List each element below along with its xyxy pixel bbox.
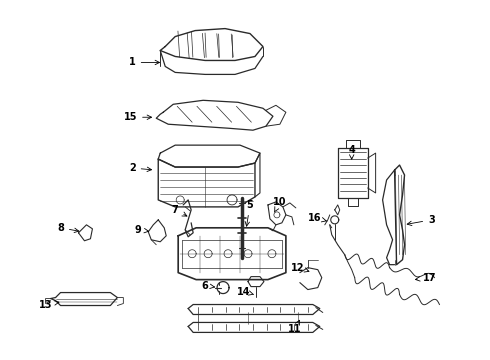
Text: 16: 16 — [308, 213, 327, 223]
Text: 5: 5 — [245, 200, 253, 226]
Text: 13: 13 — [39, 300, 59, 310]
Text: 2: 2 — [129, 163, 151, 173]
Text: 7: 7 — [172, 205, 187, 216]
Text: 17: 17 — [416, 273, 436, 283]
Text: 10: 10 — [273, 197, 287, 212]
Text: 8: 8 — [57, 223, 79, 233]
Text: 4: 4 — [348, 145, 355, 159]
Text: 11: 11 — [288, 320, 302, 334]
Text: 12: 12 — [291, 263, 309, 273]
Text: 14: 14 — [237, 287, 254, 297]
Text: 15: 15 — [123, 112, 151, 122]
Text: 3: 3 — [407, 215, 435, 226]
Text: 1: 1 — [129, 58, 160, 67]
Text: 6: 6 — [202, 280, 215, 291]
Text: 9: 9 — [135, 225, 148, 235]
